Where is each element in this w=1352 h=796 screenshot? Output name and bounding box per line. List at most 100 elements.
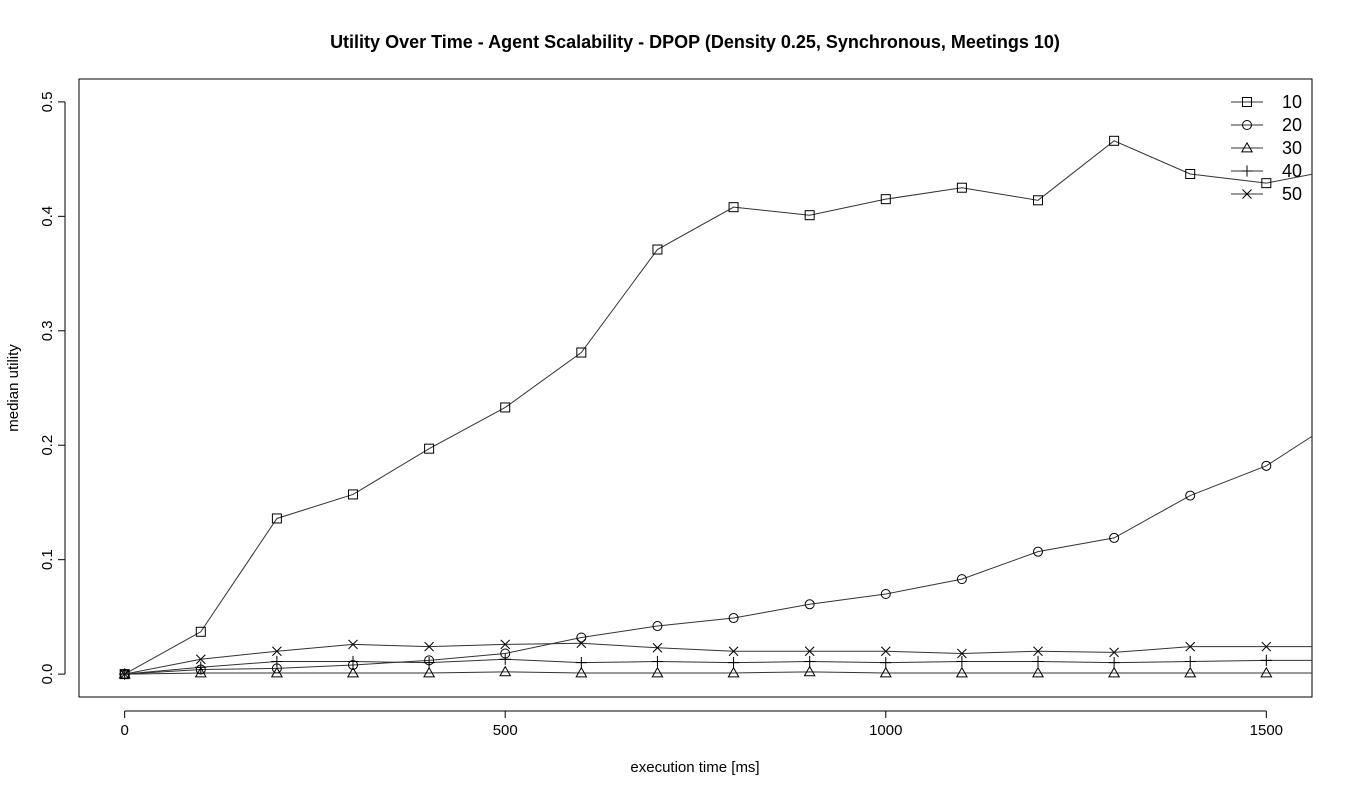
legend-marker	[1241, 165, 1253, 177]
data-point-10	[652, 244, 663, 255]
data-point-30	[423, 666, 436, 678]
y-axis-label: median utility	[5, 344, 22, 432]
y-tick-label: 0.0	[39, 664, 56, 685]
data-point-40	[1184, 655, 1196, 668]
data-point-30	[575, 666, 588, 678]
y-tick-label: 0.5	[39, 91, 56, 112]
x-tick-label: 1000	[869, 722, 902, 739]
data-point-30	[1108, 666, 1121, 678]
x-tick-label: 1500	[1250, 722, 1283, 739]
data-point-10	[1185, 168, 1196, 179]
data-point-50	[195, 654, 206, 665]
data-point-40	[347, 655, 359, 668]
data-point-50	[119, 669, 130, 679]
data-point-50	[957, 648, 967, 659]
data-point-50	[272, 646, 282, 657]
data-point-20	[880, 589, 891, 599]
legend-label: 10	[1282, 92, 1302, 112]
data-point-10	[424, 443, 435, 454]
data-point-20	[1261, 460, 1272, 471]
legend-item-50: 50	[1231, 184, 1302, 204]
data-point-30	[270, 666, 283, 678]
x-axis-label: execution time [ms]	[630, 759, 759, 776]
data-point-50	[804, 646, 815, 657]
legend: 10 20 30 40 50	[1231, 92, 1302, 204]
chart-title: Utility Over Time - Agent Scalability - …	[330, 32, 1060, 52]
legend-marker	[1242, 189, 1252, 199]
data-point-10	[880, 194, 891, 205]
series-50	[119, 638, 1312, 679]
data-point-10	[1109, 135, 1120, 146]
data-point-20	[1338, 412, 1347, 421]
data-point-40	[956, 655, 968, 668]
data-point-40	[1260, 654, 1272, 667]
data-point-50	[424, 641, 434, 652]
data-point-40	[804, 655, 816, 668]
legend-label: 50	[1282, 184, 1302, 204]
data-point-20	[1109, 532, 1120, 543]
x-tick-label: 500	[493, 722, 518, 739]
legend-marker	[1240, 141, 1254, 153]
legend-item-30: 30	[1231, 138, 1302, 158]
data-point-40	[1032, 655, 1044, 668]
data-point-10	[1033, 195, 1043, 206]
data-point-10	[728, 202, 739, 213]
series-layer	[118, 135, 1348, 680]
y-tick-label: 0.4	[39, 206, 56, 227]
data-point-30	[727, 666, 740, 678]
series-10	[119, 135, 1347, 680]
data-point-40	[1108, 657, 1120, 669]
series-line-10	[124, 140, 1312, 675]
data-point-30	[651, 666, 664, 678]
data-point-20	[652, 621, 663, 632]
data-point-30	[194, 666, 207, 678]
legend-item-10: 10	[1231, 92, 1302, 112]
plot-area-border	[78, 78, 1313, 698]
legend-label: 30	[1282, 138, 1302, 158]
x-tick-label: 0	[120, 722, 128, 739]
legend-item-40: 40	[1231, 161, 1302, 181]
y-tick-label: 0.2	[39, 435, 56, 456]
data-point-50	[728, 646, 739, 657]
data-point-10	[195, 626, 206, 637]
data-point-20	[576, 632, 587, 643]
legend-marker	[1242, 120, 1252, 130]
data-point-10	[576, 347, 587, 358]
series-line-20	[124, 435, 1312, 675]
data-point-10	[271, 513, 282, 524]
data-point-30	[1337, 668, 1347, 677]
data-point-50	[500, 639, 511, 650]
series-30	[118, 665, 1347, 679]
data-point-10	[956, 182, 967, 193]
data-point-50	[1261, 641, 1272, 652]
data-point-30	[1031, 666, 1045, 678]
x-axis: 0 500 1000 1500	[120, 710, 1283, 739]
data-point-10	[1261, 178, 1272, 189]
data-point-30	[346, 666, 360, 678]
series-line-30	[124, 671, 1312, 675]
data-point-40	[1337, 655, 1348, 666]
legend-label: 40	[1282, 161, 1302, 181]
series-20	[119, 412, 1347, 680]
y-tick-label: 0.3	[39, 320, 56, 341]
data-point-50	[652, 642, 663, 653]
legend-label: 20	[1282, 115, 1302, 135]
data-point-50	[880, 646, 891, 657]
data-point-20	[804, 599, 815, 610]
data-point-50	[1033, 646, 1043, 657]
data-point-40	[271, 655, 283, 668]
data-point-30	[803, 665, 816, 677]
data-point-10	[1338, 164, 1347, 173]
data-point-10	[348, 489, 358, 500]
series-40	[119, 653, 1348, 680]
y-tick-label: 0.1	[39, 549, 56, 570]
data-point-40	[575, 657, 587, 669]
data-point-20	[1033, 546, 1043, 557]
data-point-20	[956, 574, 967, 585]
data-point-10	[804, 210, 815, 221]
data-point-40	[727, 657, 740, 669]
data-point-50	[1109, 647, 1119, 658]
data-point-10	[500, 402, 511, 413]
data-point-30	[1184, 666, 1197, 678]
